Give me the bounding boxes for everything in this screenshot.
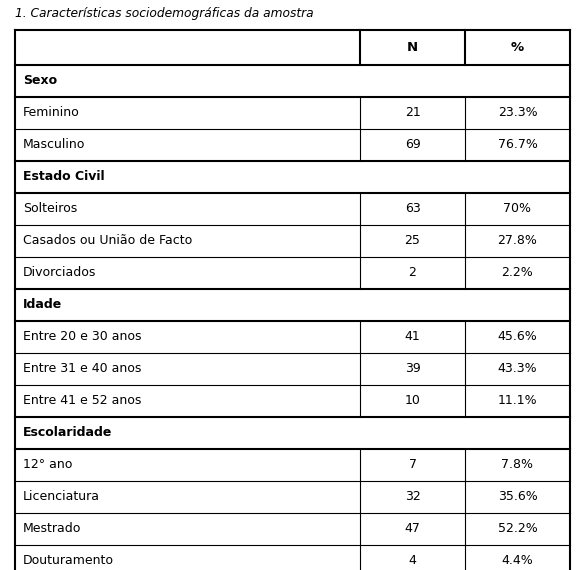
Text: 76.7%: 76.7% bbox=[498, 139, 538, 152]
Text: Casados ou União de Facto: Casados ou União de Facto bbox=[23, 234, 192, 247]
Text: 2: 2 bbox=[408, 267, 417, 279]
Text: Feminino: Feminino bbox=[23, 107, 80, 120]
Text: Licenciatura: Licenciatura bbox=[23, 491, 100, 503]
Text: 69: 69 bbox=[405, 139, 421, 152]
Text: 10: 10 bbox=[405, 394, 421, 408]
Text: 63: 63 bbox=[405, 202, 421, 215]
Text: Entre 31 e 40 anos: Entre 31 e 40 anos bbox=[23, 363, 142, 376]
Text: 45.6%: 45.6% bbox=[498, 331, 538, 344]
Text: 35.6%: 35.6% bbox=[498, 491, 538, 503]
Text: Douturamento: Douturamento bbox=[23, 555, 114, 568]
Text: 11.1%: 11.1% bbox=[498, 394, 537, 408]
Text: Entre 20 e 30 anos: Entre 20 e 30 anos bbox=[23, 331, 142, 344]
Text: Divorciados: Divorciados bbox=[23, 267, 97, 279]
Text: 2.2%: 2.2% bbox=[501, 267, 534, 279]
Text: Masculino: Masculino bbox=[23, 139, 85, 152]
Text: 41: 41 bbox=[405, 331, 421, 344]
Text: %: % bbox=[511, 41, 524, 54]
Text: 32: 32 bbox=[405, 491, 421, 503]
Text: 39: 39 bbox=[405, 363, 421, 376]
Text: 23.3%: 23.3% bbox=[498, 107, 537, 120]
Text: Mestrado: Mestrado bbox=[23, 523, 81, 535]
Text: 52.2%: 52.2% bbox=[498, 523, 538, 535]
Text: Sexo: Sexo bbox=[23, 75, 57, 88]
Text: N: N bbox=[407, 41, 418, 54]
Text: Idade: Idade bbox=[23, 299, 62, 311]
Text: 25: 25 bbox=[405, 234, 421, 247]
Text: 7: 7 bbox=[408, 458, 417, 471]
Text: 27.8%: 27.8% bbox=[498, 234, 538, 247]
Text: 1. Características sociodemográficas da amostra: 1. Características sociodemográficas da … bbox=[15, 7, 314, 21]
Text: 43.3%: 43.3% bbox=[498, 363, 537, 376]
Text: Estado Civil: Estado Civil bbox=[23, 170, 105, 184]
Text: Escolaridade: Escolaridade bbox=[23, 426, 112, 439]
Text: 12° ano: 12° ano bbox=[23, 458, 73, 471]
Text: 4: 4 bbox=[408, 555, 417, 568]
Text: 21: 21 bbox=[405, 107, 421, 120]
Text: 70%: 70% bbox=[504, 202, 532, 215]
Text: Solteiros: Solteiros bbox=[23, 202, 77, 215]
Text: 47: 47 bbox=[405, 523, 421, 535]
Text: 7.8%: 7.8% bbox=[501, 458, 534, 471]
Text: 4.4%: 4.4% bbox=[501, 555, 534, 568]
Text: Entre 41 e 52 anos: Entre 41 e 52 anos bbox=[23, 394, 142, 408]
